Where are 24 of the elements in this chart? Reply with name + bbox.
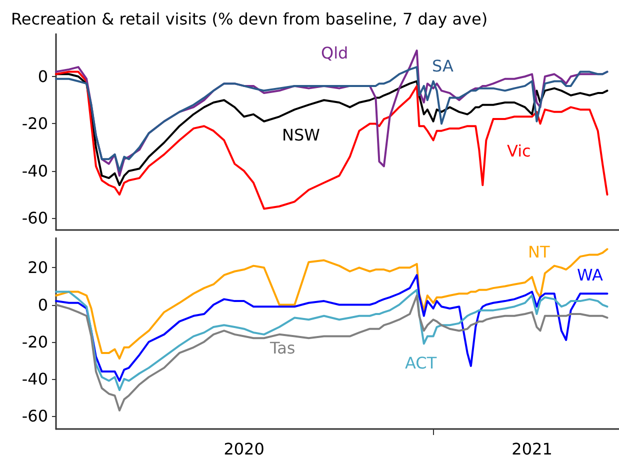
series-label: WA <box>577 266 603 284</box>
series-label: Qld <box>321 44 348 62</box>
y-tick-label: -60 <box>22 406 48 426</box>
y-tick-label: 0 <box>38 67 48 86</box>
series-label: NT <box>528 242 550 262</box>
series-label: Tas <box>269 338 296 358</box>
line-series <box>55 294 608 412</box>
line-series <box>55 73 608 186</box>
series-label: NSW <box>282 126 320 144</box>
line-series <box>55 288 608 392</box>
y-tick-label: -20 <box>22 114 48 134</box>
series-label: SA <box>432 56 454 76</box>
x-tick-label: 2020 <box>224 440 264 458</box>
y-tick-label: 0 <box>38 295 48 314</box>
series-label: ACT <box>405 354 437 372</box>
y-tick-label: 20 <box>28 258 48 278</box>
y-tick-label: -40 <box>22 161 48 180</box>
line-series <box>55 70 608 210</box>
x-tick-label: 2021 <box>512 440 552 458</box>
chart-title: Recreation & retail visits (% devn from baseline, 7 day ave) <box>11 10 488 28</box>
y-tick-label: -20 <box>22 332 48 352</box>
y-tick-label: -40 <box>22 369 48 388</box>
series-label: Vic <box>507 142 531 160</box>
y-tick-label: -60 <box>22 208 48 228</box>
